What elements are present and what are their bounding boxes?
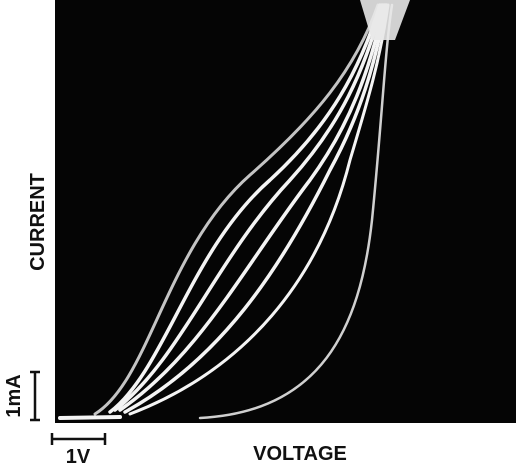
y-scale-label: 1mA xyxy=(3,374,25,417)
x-scale-bar xyxy=(50,433,107,445)
trace xyxy=(128,3,390,416)
trace-convergence xyxy=(360,0,410,40)
x-axis-label: VOLTAGE xyxy=(253,443,347,465)
trace xyxy=(93,3,380,416)
y-scale-bar xyxy=(30,370,40,422)
y-axis-label: CURRENT xyxy=(27,173,49,271)
trace-baseline xyxy=(58,415,122,420)
trace xyxy=(198,3,394,420)
trace-family xyxy=(58,0,410,420)
trace xyxy=(118,3,386,412)
trace xyxy=(123,3,388,414)
trace xyxy=(113,3,384,412)
x-scale-label: 1V xyxy=(66,446,91,468)
trace xyxy=(108,3,382,414)
